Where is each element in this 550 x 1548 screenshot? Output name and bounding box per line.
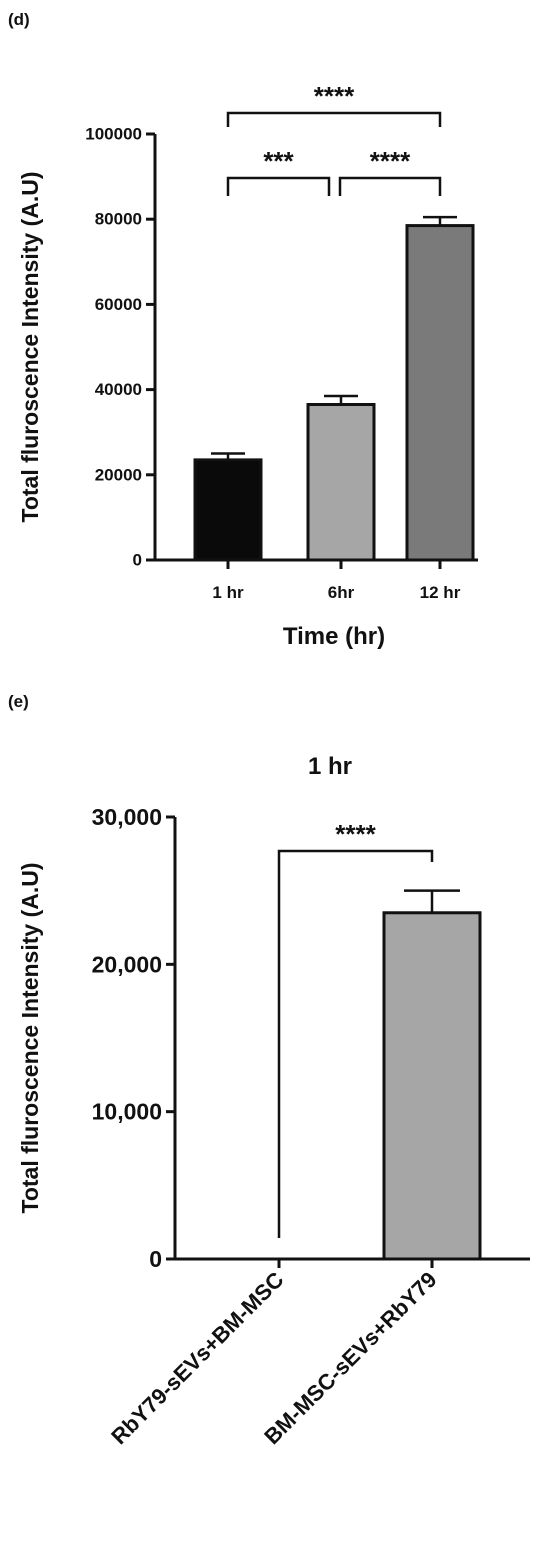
x-category-label-1: 1 hr [212,583,244,602]
y-tick-label: 80000 [95,210,142,229]
bar-1 [193,458,263,562]
panel-label-e: (e) [8,692,29,711]
bar-3 [405,224,475,562]
chart-title: 1 hr [308,753,352,780]
y-tick-label: 100000 [85,125,142,144]
bar-chart-d: 0 20000 40000 60000 80000 100000 1 hr 6hr 12 hr *… [17,81,478,650]
significance-bracket [277,849,434,1238]
y-axis-title: Total fluroscence Intensity (A.U) [17,171,43,522]
y-tick-label: 40000 [95,380,142,399]
bar-2 [306,403,376,562]
significance-label: **** [314,81,355,111]
panel-label-d: (d) [8,10,30,29]
x-category-label-2: BM-MSC-sEVs+RbY79 [259,1267,441,1449]
y-tick-label: 20000 [95,465,142,484]
y-axis-title: Total fluroscence Intensity (A.U) [17,862,43,1213]
y-tick-label: 0 [149,1246,162,1272]
significance-bracket [226,111,442,127]
significance-label: *** [263,146,294,176]
bar-chart-e: 0 10,000 20,000 30,000 RbY79-sEVs+BM-MSCBM-M… [17,753,530,1449]
significance-label: **** [335,819,376,849]
significance-bracket [338,176,442,196]
y-tick-label: 60000 [95,295,142,314]
x-category-label-2: 6hr [328,583,355,602]
significance-bracket [226,176,331,196]
y-tick-label: 0 [133,551,142,570]
y-tick-label: 30,000 [92,804,162,830]
bar-2 [382,911,482,1261]
y-tick-label: 10,000 [92,1099,162,1125]
x-category-label-3: 12 hr [420,583,461,602]
significance-label: **** [370,146,411,176]
x-category-label-1: RbY79-sEVs+BM-MSC [106,1267,288,1449]
x-axis-title: Time (hr) [283,623,385,650]
y-tick-label: 20,000 [92,951,162,977]
